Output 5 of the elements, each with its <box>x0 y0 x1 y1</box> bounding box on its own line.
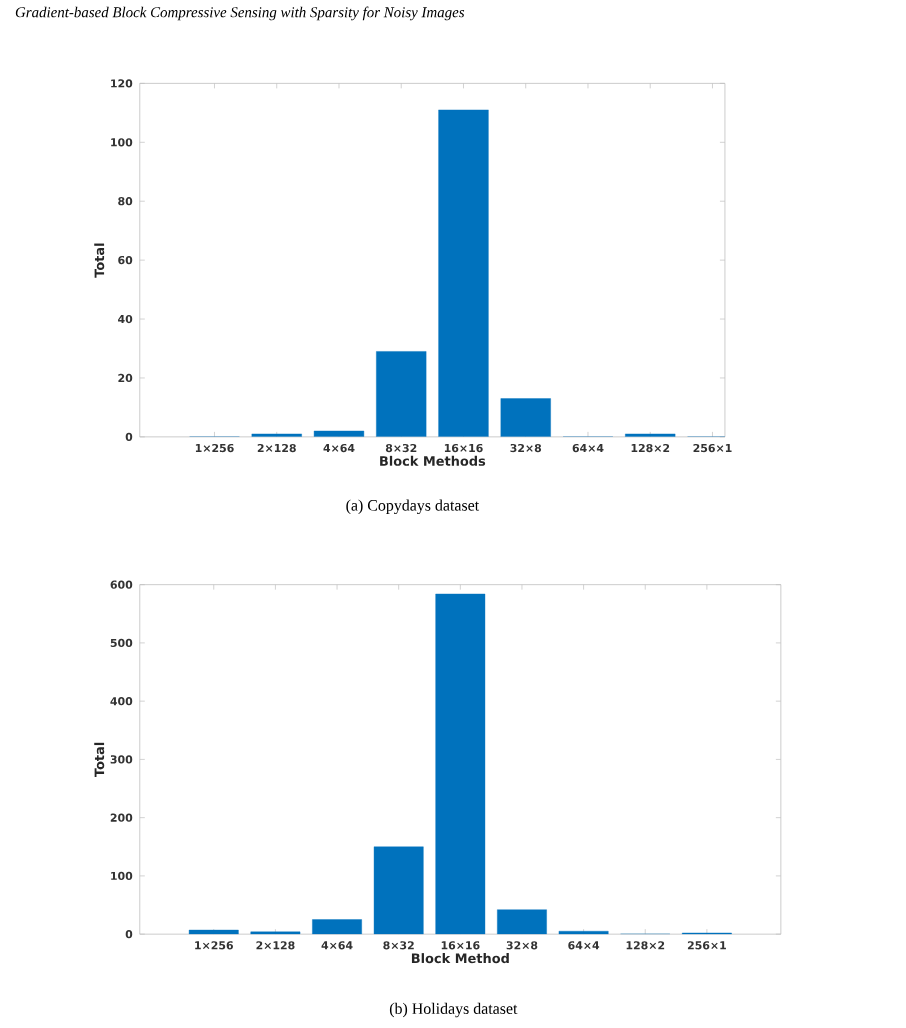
bar <box>496 909 547 935</box>
bar <box>373 846 424 935</box>
bar <box>435 593 485 935</box>
bar <box>188 929 239 935</box>
bar <box>311 919 362 935</box>
